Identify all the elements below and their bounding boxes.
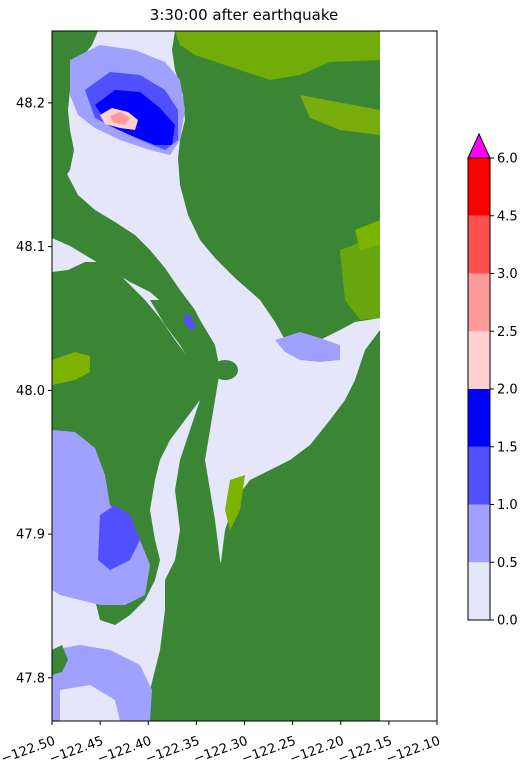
- y-axis: 47.8 47.9 48.0 48.1 48.2: [16, 96, 52, 686]
- island-small: [212, 360, 238, 380]
- colorbar-label: 0.5: [497, 556, 518, 571]
- x-tick-label: −122.40: [95, 734, 153, 767]
- colorbar-label: 2.5: [497, 325, 518, 340]
- x-tick-label: −122.10: [384, 734, 442, 767]
- y-tick-label: 48.2: [16, 96, 45, 111]
- colorbar-segment: [468, 273, 490, 332]
- map-plot-area: [52, 31, 437, 721]
- colorbar-segment: [468, 504, 490, 563]
- x-tick-label: −122.15: [336, 734, 394, 767]
- x-tick-label: −122.30: [192, 734, 250, 767]
- wave-patch-nw-deep: [95, 90, 175, 145]
- land-south-islet: [52, 645, 68, 675]
- colorbar-extend: [467, 132, 491, 159]
- land-southeast: [220, 330, 380, 721]
- shallow-southeast-edge: [225, 475, 245, 530]
- shallow-north: [175, 31, 380, 80]
- land-west-south: [52, 262, 205, 625]
- x-tick-label: −122.50: [0, 734, 57, 767]
- wave-patch-east: [275, 332, 340, 362]
- colorbar-label: 1.0: [497, 498, 518, 513]
- shallow-east-small: [355, 220, 380, 250]
- colorbar-label: 6.0: [497, 152, 518, 167]
- colorbar-label: 1.5: [497, 440, 518, 455]
- colorbar-segment: [468, 562, 490, 620]
- x-tick-label: −122.35: [144, 734, 202, 767]
- y-tick-label: 48.0: [16, 384, 45, 399]
- y-tick-label: 47.9: [16, 528, 45, 543]
- wave-patch-nw-red: [110, 112, 130, 125]
- land-peninsula: [52, 160, 200, 328]
- colorbar-label: 4.5: [497, 209, 518, 224]
- colorbar-segment: [468, 158, 490, 216]
- shallow-east: [340, 235, 380, 320]
- colorbar-segment: [468, 446, 490, 505]
- y-tick-label: 47.8: [16, 671, 45, 686]
- colorbar-segment: [468, 331, 490, 389]
- x-tick-label: −122.45: [47, 734, 105, 767]
- x-axis: −122.50−122.45−122.40−122.35−122.30−122.…: [0, 721, 442, 767]
- colorbar: 0.0 0.5 1.0 1.5 2.0 2.5 3.0 4.5 6.0: [467, 132, 518, 629]
- shallow-north-2: [300, 95, 380, 135]
- x-tick-label: −122.25: [240, 734, 298, 767]
- colorbar-label: 2.0: [497, 383, 518, 398]
- shallow-southwest: [52, 352, 90, 385]
- colorbar-segment: [468, 389, 490, 447]
- wave-patch-southwest-mid: [98, 505, 140, 570]
- y-tick-label: 48.1: [16, 240, 45, 255]
- wave-patch-south-light: [60, 685, 120, 721]
- colorbar-label: 0.0: [497, 614, 518, 629]
- wave-patch-center-small: [184, 312, 196, 330]
- colorbar-segment: [468, 215, 490, 274]
- land-west-north: [52, 31, 98, 195]
- chart-title: 3:30:00 after earthquake: [150, 6, 338, 24]
- x-tick-label: −122.20: [288, 734, 346, 767]
- colorbar-label: 3.0: [497, 267, 518, 282]
